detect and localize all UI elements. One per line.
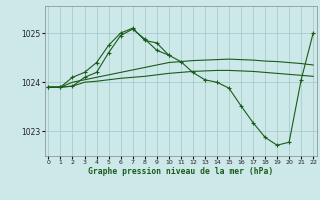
X-axis label: Graphe pression niveau de la mer (hPa): Graphe pression niveau de la mer (hPa) <box>88 167 273 176</box>
